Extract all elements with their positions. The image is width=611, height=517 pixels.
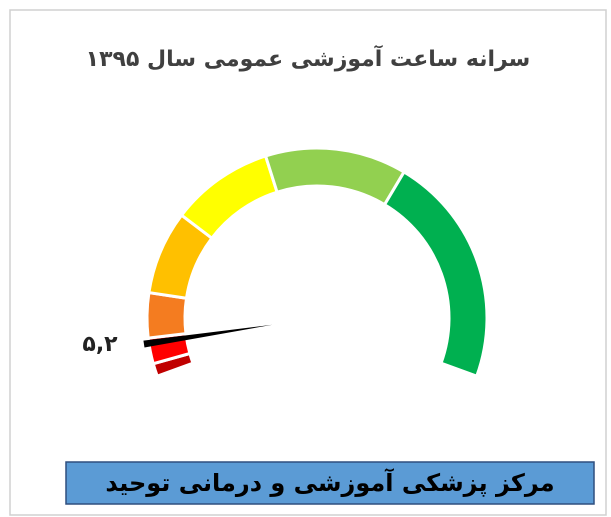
chart-title: سرانه ساعت آموزشی عمومی سال ۱۳۹۵ <box>86 44 531 72</box>
needle <box>143 324 273 348</box>
chart-border <box>9 9 607 516</box>
footer-box <box>65 461 595 505</box>
footer-text: مرکز پزشکی آموزشی و درمانی توحید <box>105 468 554 497</box>
gauge-band <box>145 290 189 340</box>
value-label: ۵,۲ <box>82 332 118 357</box>
gauge-band <box>382 169 489 379</box>
